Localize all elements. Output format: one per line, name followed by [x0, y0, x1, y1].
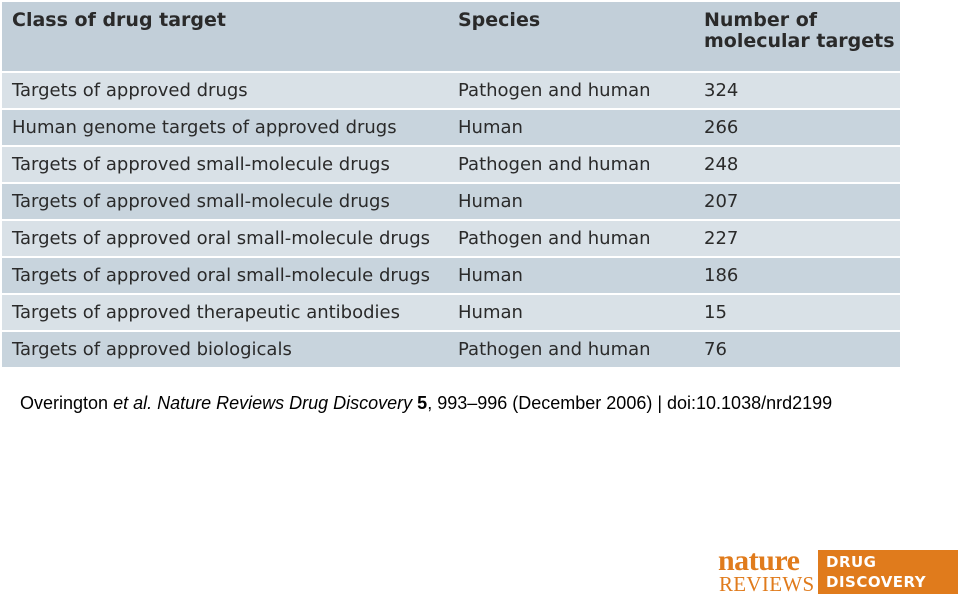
header-species: Species	[448, 2, 694, 73]
cell-class: Targets of approved biologicals	[2, 331, 448, 367]
drug-target-table: Class of drug target Species Number of m…	[2, 2, 900, 367]
table-row: Human genome targets of approved drugs H…	[2, 109, 900, 147]
cell-count: 207	[694, 183, 900, 221]
cell-species: Pathogen and human	[448, 331, 694, 367]
logo-drug-discovery-box: DRUG DISCOVERY	[818, 550, 958, 594]
cell-count: 227	[694, 220, 900, 258]
cell-count: 324	[694, 72, 900, 110]
logo-drug-text: DRUG	[826, 553, 877, 571]
logo-reviews-text: REVIEWS	[719, 572, 815, 596]
citation-volume: 5	[417, 393, 428, 413]
table-row: Targets of approved therapeutic antibodi…	[2, 294, 900, 332]
table-row: Targets of approved small-molecule drugs…	[2, 146, 900, 184]
cell-species: Human	[448, 183, 694, 221]
cell-class: Targets of approved small-molecule drugs	[2, 183, 448, 221]
cell-count: 248	[694, 146, 900, 184]
cell-species: Human	[448, 294, 694, 332]
table-row: Targets of approved biologicals Pathogen…	[2, 331, 900, 367]
nature-reviews-drug-discovery-logo: nature REVIEWS DRUG DISCOVERY	[718, 544, 958, 596]
citation-journal: Nature Reviews Drug Discovery	[152, 393, 418, 413]
cell-species: Pathogen and human	[448, 72, 694, 110]
cell-species: Human	[448, 257, 694, 295]
cell-species: Human	[448, 109, 694, 147]
cell-count: 266	[694, 109, 900, 147]
header-class: Class of drug target	[2, 2, 448, 73]
cell-class: Targets of approved oral small-molecule …	[2, 257, 448, 295]
cell-count: 186	[694, 257, 900, 295]
table-header-row: Class of drug target Species Number of m…	[2, 2, 900, 73]
citation-author: Overington	[20, 393, 114, 413]
table-row: Targets of approved oral small-molecule …	[2, 257, 900, 295]
cell-count: 15	[694, 294, 900, 332]
table-row: Targets of approved small-molecule drugs…	[2, 183, 900, 221]
cell-class: Human genome targets of approved drugs	[2, 109, 448, 147]
logo-nature-text: nature	[718, 544, 800, 577]
cell-class: Targets of approved small-molecule drugs	[2, 146, 448, 184]
cell-species: Pathogen and human	[448, 146, 694, 184]
logo-discovery-text: DISCOVERY	[826, 573, 927, 591]
logo-wordmark: nature REVIEWS	[718, 544, 815, 596]
drug-target-table-container: Class of drug target Species Number of m…	[2, 2, 900, 367]
cell-class: Targets of approved drugs	[2, 72, 448, 110]
citation-rest: , 993–996 (December 2006) | doi:10.1038/…	[427, 393, 833, 413]
header-number-line2: molecular targets	[704, 30, 895, 52]
table-row: Targets of approved oral small-molecule …	[2, 220, 900, 258]
cell-class: Targets of approved oral small-molecule …	[2, 220, 448, 258]
table-row: Targets of approved drugs Pathogen and h…	[2, 72, 900, 110]
header-number: Number of molecular targets	[694, 2, 900, 73]
citation: Overington et al. Nature Reviews Drug Di…	[20, 393, 832, 414]
header-number-line1: Number of	[704, 9, 818, 31]
citation-etal: et al.	[113, 393, 153, 413]
cell-species: Pathogen and human	[448, 220, 694, 258]
cell-count: 76	[694, 331, 900, 367]
cell-class: Targets of approved therapeutic antibodi…	[2, 294, 448, 332]
